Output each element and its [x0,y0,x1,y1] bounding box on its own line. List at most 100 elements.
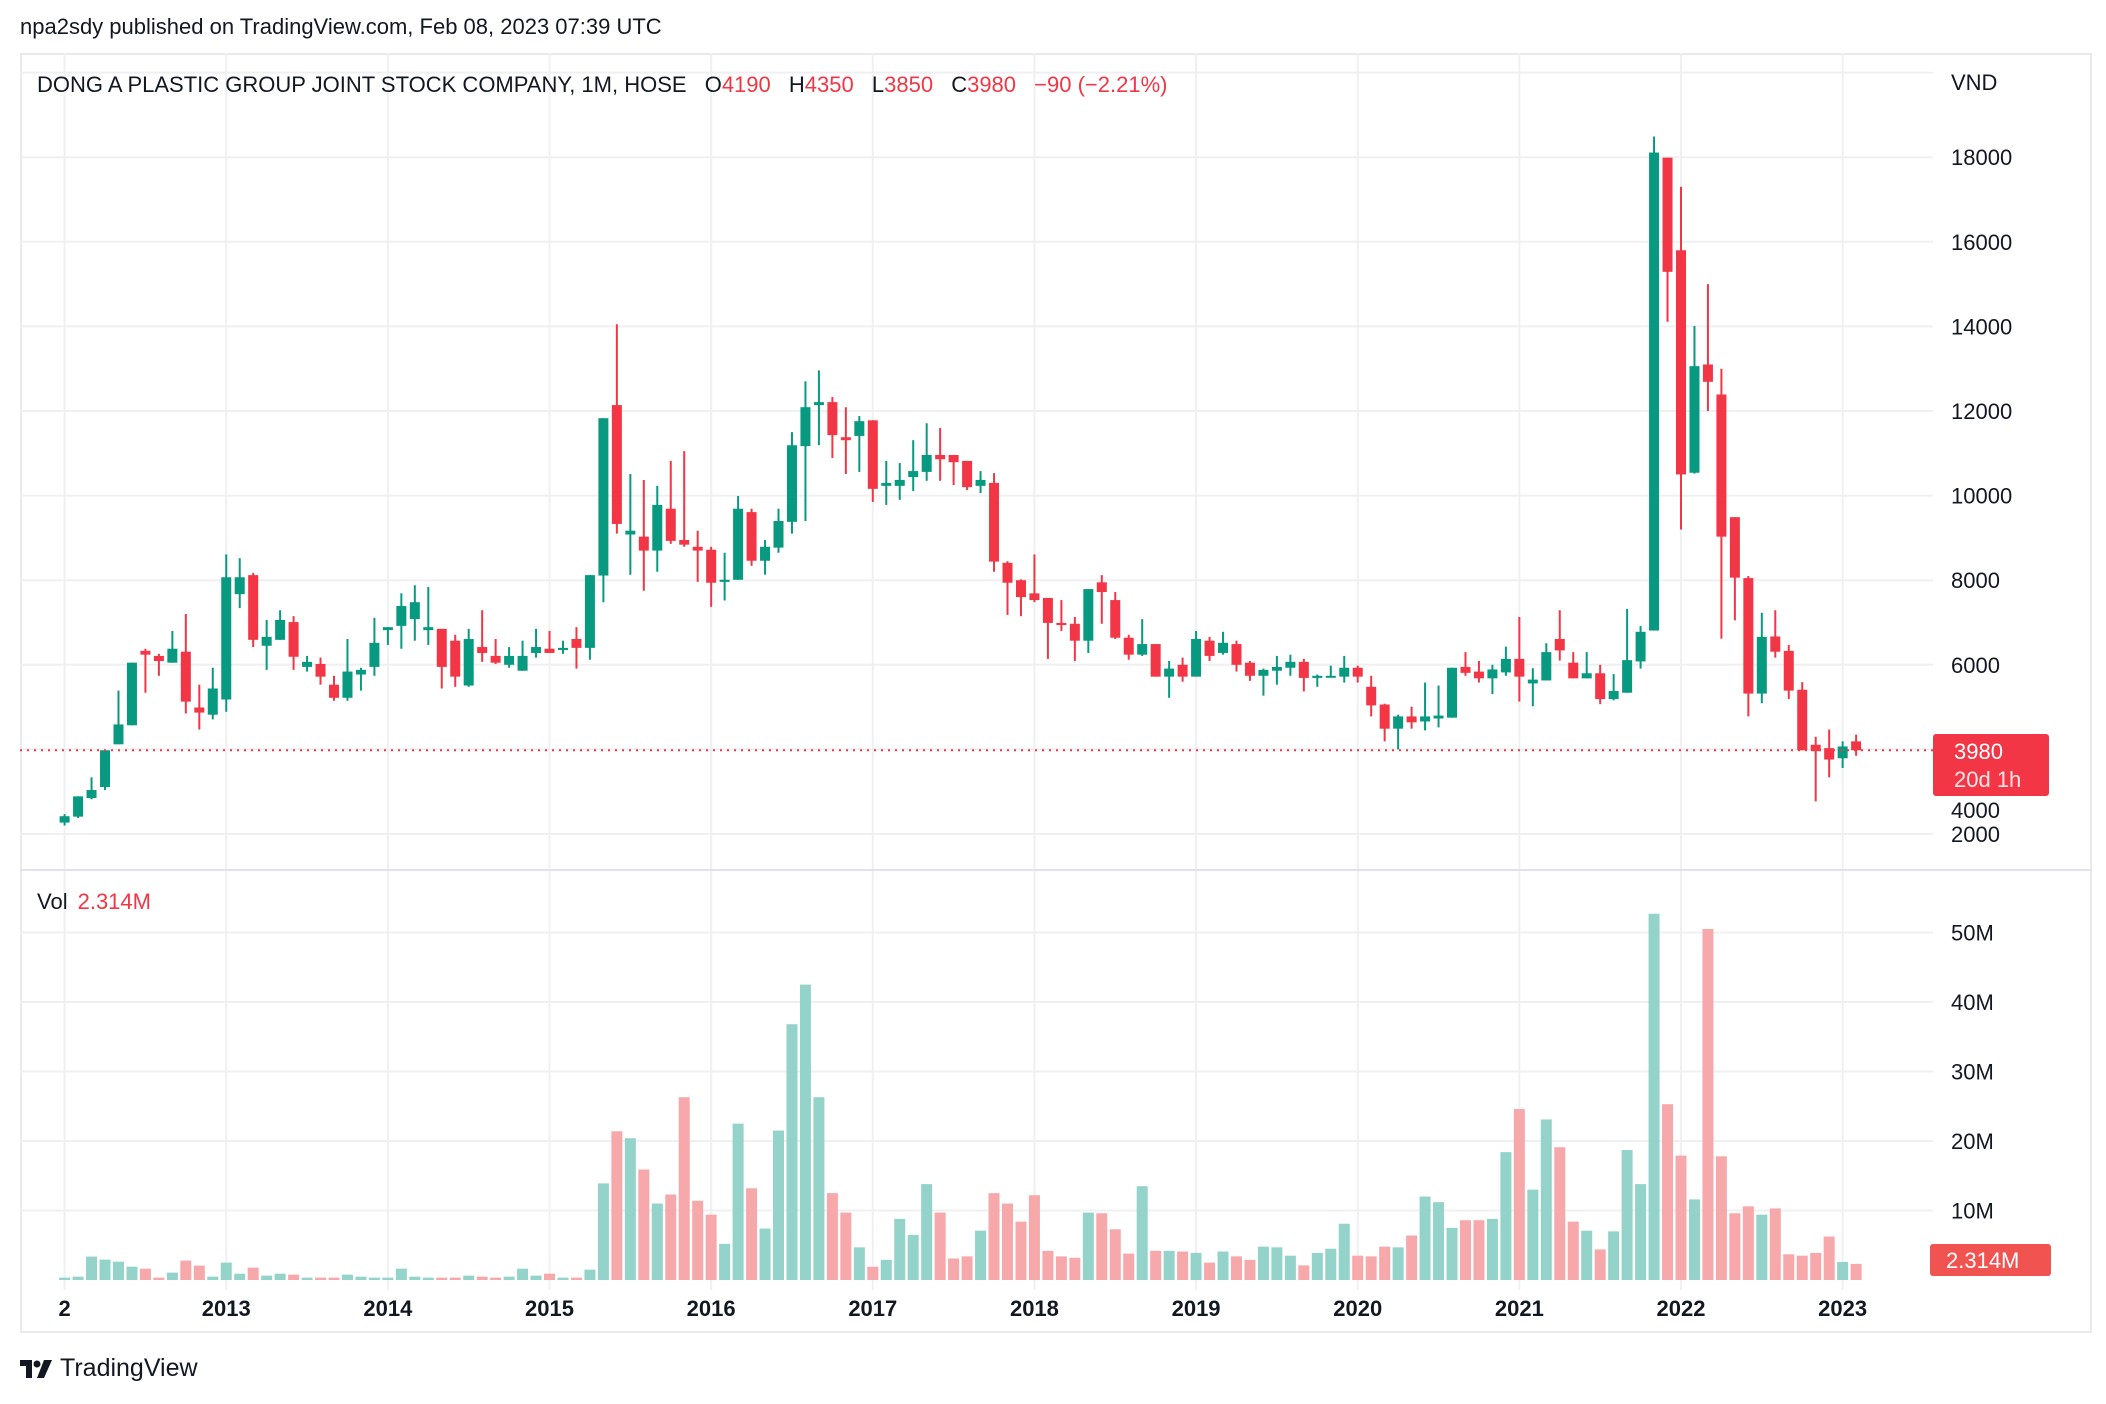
volume-bar [1581,1230,1593,1280]
candle-body [1298,661,1309,678]
candle [1702,284,1713,411]
volume-bar [1177,1251,1189,1280]
currency-label: VND [1951,70,1997,95]
candle-body [517,655,528,671]
candle [396,593,407,649]
price-tick-label: 4000 [1951,798,2000,823]
volume-bar [382,1277,394,1280]
volume-bar [1136,1186,1148,1280]
candle [1756,612,1767,704]
volume-bar [139,1268,151,1280]
candle-body [1716,394,1727,537]
candle [1285,654,1296,676]
candle-body [598,418,609,576]
candle [1204,636,1215,661]
candle-body [773,520,784,548]
candle-body [1339,667,1350,677]
candle-body [1554,638,1565,651]
volume-bar [1675,1155,1687,1280]
volume-bar [1635,1184,1647,1280]
candle-body [315,663,326,677]
candle-body [153,655,164,661]
candle [1002,561,1013,615]
volume-bar [1608,1231,1620,1280]
candle-body [1500,658,1511,673]
candle [867,420,878,502]
volume-legend[interactable]: Vol 2.314M [37,889,151,915]
volume-bar [368,1277,380,1280]
candle-body [86,790,97,799]
candle-body [557,647,568,650]
candle [1164,660,1175,698]
candle-body [329,684,339,698]
volume-bar [112,1261,124,1280]
candle [167,630,178,663]
candle [1393,714,1404,750]
candle-body [746,512,757,561]
volume-bar [517,1268,529,1280]
volume-bar [59,1277,71,1280]
footer-brand[interactable]: TradingView [20,1354,198,1383]
volume-bar [1338,1223,1350,1280]
volume-bar [611,1131,623,1280]
high-label: H [788,72,805,97]
candle [1123,634,1134,660]
volume-bar [409,1276,421,1280]
bar-countdown: 20d 1h [1954,767,2021,792]
candle-body [1137,644,1148,655]
candle-body [638,536,649,551]
candle [557,640,568,654]
candle [584,575,595,660]
volume-bar [894,1218,906,1280]
symbol-title[interactable]: DONG A PLASTIC GROUP JOINT STOCK COMPANY… [37,72,687,97]
volume-bar [1244,1259,1256,1280]
volume-bar [1109,1229,1121,1280]
candle [1029,554,1040,603]
price-tick-label: 14000 [1951,314,2012,339]
candle [544,630,555,653]
volume-bar [1594,1249,1606,1280]
close-label: C [951,72,968,97]
candle [1595,664,1606,705]
candle-body [396,606,407,626]
time-tick-label: 2017 [848,1296,897,1321]
volume-bar [261,1275,273,1280]
candle [504,647,515,668]
candle-body [167,648,178,663]
candle-body [881,482,892,486]
candle [221,554,232,712]
volume-bar [880,1259,892,1280]
candle [908,440,919,491]
volume-bar [1433,1202,1445,1280]
volume-bar [1392,1247,1404,1280]
candle-body [975,479,986,486]
volume-axis[interactable]: 10M 20M 30M 40M 50M [1951,921,1994,1224]
volume-bar [1217,1251,1229,1280]
candle-body [733,508,744,580]
candle [1837,741,1848,769]
time-axis[interactable]: 2 2013 2014 2015 2016 2017 2018 2019 2020 2021 202… [58,1296,1867,1321]
candle-body [989,482,1000,562]
candle [1298,658,1309,692]
volume-bar [557,1277,569,1280]
candle [1500,646,1511,676]
candle-body [1770,636,1781,652]
candle [1150,644,1161,677]
candle-body [463,638,474,686]
candle [1191,630,1202,677]
volume-bar [1783,1254,1795,1280]
candle-body [1743,578,1754,694]
candle [1433,685,1444,728]
volume-bar [732,1123,744,1280]
candle-body [207,688,218,715]
volume-bar [1311,1252,1323,1280]
candle-body [1622,660,1633,693]
volume-bar [1446,1227,1458,1280]
volume-bar [961,1256,973,1280]
low-value: 3850 [884,72,934,97]
candle [746,508,757,566]
time-tick-label: 2020 [1333,1296,1382,1321]
volume-bar [907,1234,919,1280]
